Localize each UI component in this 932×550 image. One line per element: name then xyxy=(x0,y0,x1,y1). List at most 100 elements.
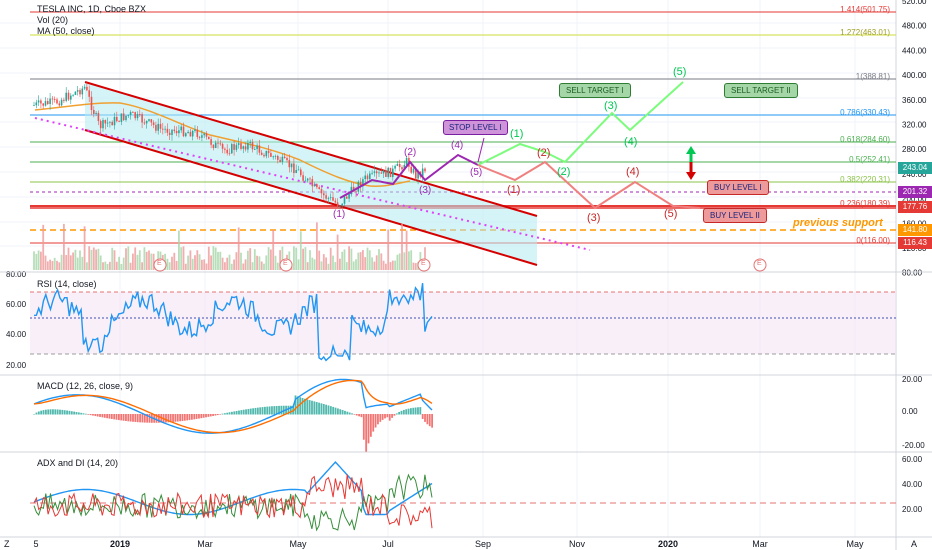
volume-bar xyxy=(295,247,298,270)
volume-bar xyxy=(173,252,176,270)
candle-body xyxy=(401,167,403,170)
macd-hist-bar xyxy=(228,412,231,415)
candle-body xyxy=(122,113,125,121)
candle-body xyxy=(387,167,389,177)
bear-wave-4: (4) xyxy=(626,166,640,178)
time-tick-label: 2020 xyxy=(658,539,678,549)
candle-body xyxy=(247,142,249,150)
rsi-line xyxy=(33,283,433,362)
macd-hist-bar xyxy=(56,409,59,415)
candle-body xyxy=(396,164,399,166)
macd-hist-bar xyxy=(134,414,137,422)
macd-hist-bar xyxy=(355,414,358,416)
macd-hist-bar xyxy=(110,414,113,419)
buy-level-2-callout[interactable]: BUY LEVEL II xyxy=(703,208,767,223)
volume-bar xyxy=(316,222,318,270)
macd-hist-bar xyxy=(212,414,214,416)
macd-hist-bar xyxy=(344,410,346,415)
candle-body xyxy=(191,130,194,137)
candle-body xyxy=(148,119,150,121)
volume-bar xyxy=(99,255,102,270)
log-scale-toggle[interactable]: Z xyxy=(4,539,10,549)
past-wave-5: (5) xyxy=(470,167,483,178)
macd-hist-bar xyxy=(360,414,363,418)
time-axis[interactable]: 5 2019 Mar May Jul Sep Nov 2020 Mar May xyxy=(33,539,864,549)
macd-axis[interactable]: 20.00 0.00 -20.00 xyxy=(902,375,925,450)
volume-bar xyxy=(95,249,97,270)
macd-hist-bar xyxy=(129,414,132,422)
macd-hist-bar xyxy=(372,414,375,432)
candle-body xyxy=(111,121,113,126)
macd-panel-label[interactable]: MACD (12, 26, close, 9) xyxy=(37,381,134,391)
sell-target-2-callout[interactable]: SELL TARGET II xyxy=(724,83,798,98)
macd-hist-bar xyxy=(388,414,391,421)
volume-bar xyxy=(410,250,413,270)
macd-hist-bar xyxy=(242,409,245,415)
candle-body xyxy=(44,101,47,106)
macd-hist-bar xyxy=(351,413,353,415)
buy-level-1-callout[interactable]: BUY LEVEL I xyxy=(707,180,769,195)
bullish-wave-path xyxy=(477,81,684,166)
bear-wave-1: (1) xyxy=(507,184,521,196)
volume-bar xyxy=(366,247,369,270)
candle-body xyxy=(405,157,408,165)
ma-indicator-label[interactable]: MA (50, close) xyxy=(37,26,95,36)
volume-bar xyxy=(76,257,79,270)
candle-body xyxy=(51,98,54,100)
candle-body xyxy=(198,136,201,138)
volume-indicator-label[interactable]: Vol (20) xyxy=(37,15,69,25)
macd-hist-bar xyxy=(410,408,412,415)
volume-bar xyxy=(339,258,341,270)
candle-body xyxy=(373,171,376,173)
candle-body xyxy=(417,171,419,179)
candle-body xyxy=(90,96,93,110)
volume-bar xyxy=(293,246,295,270)
auto-scale-toggle[interactable]: A xyxy=(911,539,918,549)
candle-body xyxy=(93,109,95,114)
candle-body xyxy=(286,158,288,161)
fib-label-0236: 0.236(180.39) xyxy=(840,199,890,208)
volume-bar xyxy=(352,261,355,270)
volume-bar xyxy=(233,259,235,270)
macd-line xyxy=(33,378,433,434)
adx-axis[interactable]: 60.00 40.00 20.00 xyxy=(902,455,923,514)
volume-bar xyxy=(256,255,258,270)
volume-bar xyxy=(88,246,91,270)
time-tick-label: Jul xyxy=(382,539,394,549)
macd-hist-bar xyxy=(263,406,266,415)
rsi-tick-label: 80.00 xyxy=(6,270,27,279)
sell-target-1-callout[interactable]: SELL TARGET I xyxy=(559,83,631,98)
volume-bar xyxy=(306,262,309,270)
stop-pointer xyxy=(477,137,485,163)
rsi-panel-label[interactable]: RSI (14, close) xyxy=(37,279,97,289)
volume-bar xyxy=(145,251,148,270)
stop-level-callout[interactable]: STOP LEVEL I xyxy=(443,120,508,135)
volume-bar xyxy=(382,260,385,270)
volume-bar xyxy=(122,257,125,270)
volume-bar xyxy=(320,261,323,270)
candle-body xyxy=(37,100,40,103)
candle-body xyxy=(346,196,348,199)
volume-bar xyxy=(58,262,61,270)
volume-bar xyxy=(106,263,109,270)
earnings-e-3: E xyxy=(421,260,426,267)
earnings-markers[interactable] xyxy=(153,258,767,272)
candle-body xyxy=(311,179,314,187)
volume-bar xyxy=(253,249,256,270)
volume-bar xyxy=(175,260,178,270)
candle-body xyxy=(219,143,222,145)
time-tick-label: Mar xyxy=(197,539,213,549)
adx-panel-label[interactable]: ADX and DI (14, 20) xyxy=(37,458,119,468)
candle-body xyxy=(263,154,265,157)
candle-body xyxy=(272,156,274,158)
macd-hist-bar xyxy=(66,410,68,415)
macd-hist-bar xyxy=(155,414,158,423)
time-tick-label: Sep xyxy=(475,539,491,549)
candle-body xyxy=(136,114,139,119)
volume-bar xyxy=(127,246,130,270)
rsi-axis[interactable]: 80.00 60.00 40.00 20.00 xyxy=(6,270,27,370)
macd-hist-bar xyxy=(346,411,349,415)
macd-hist-bar xyxy=(174,414,177,422)
macd-hist-bar xyxy=(431,414,433,428)
candle-body xyxy=(150,119,153,123)
